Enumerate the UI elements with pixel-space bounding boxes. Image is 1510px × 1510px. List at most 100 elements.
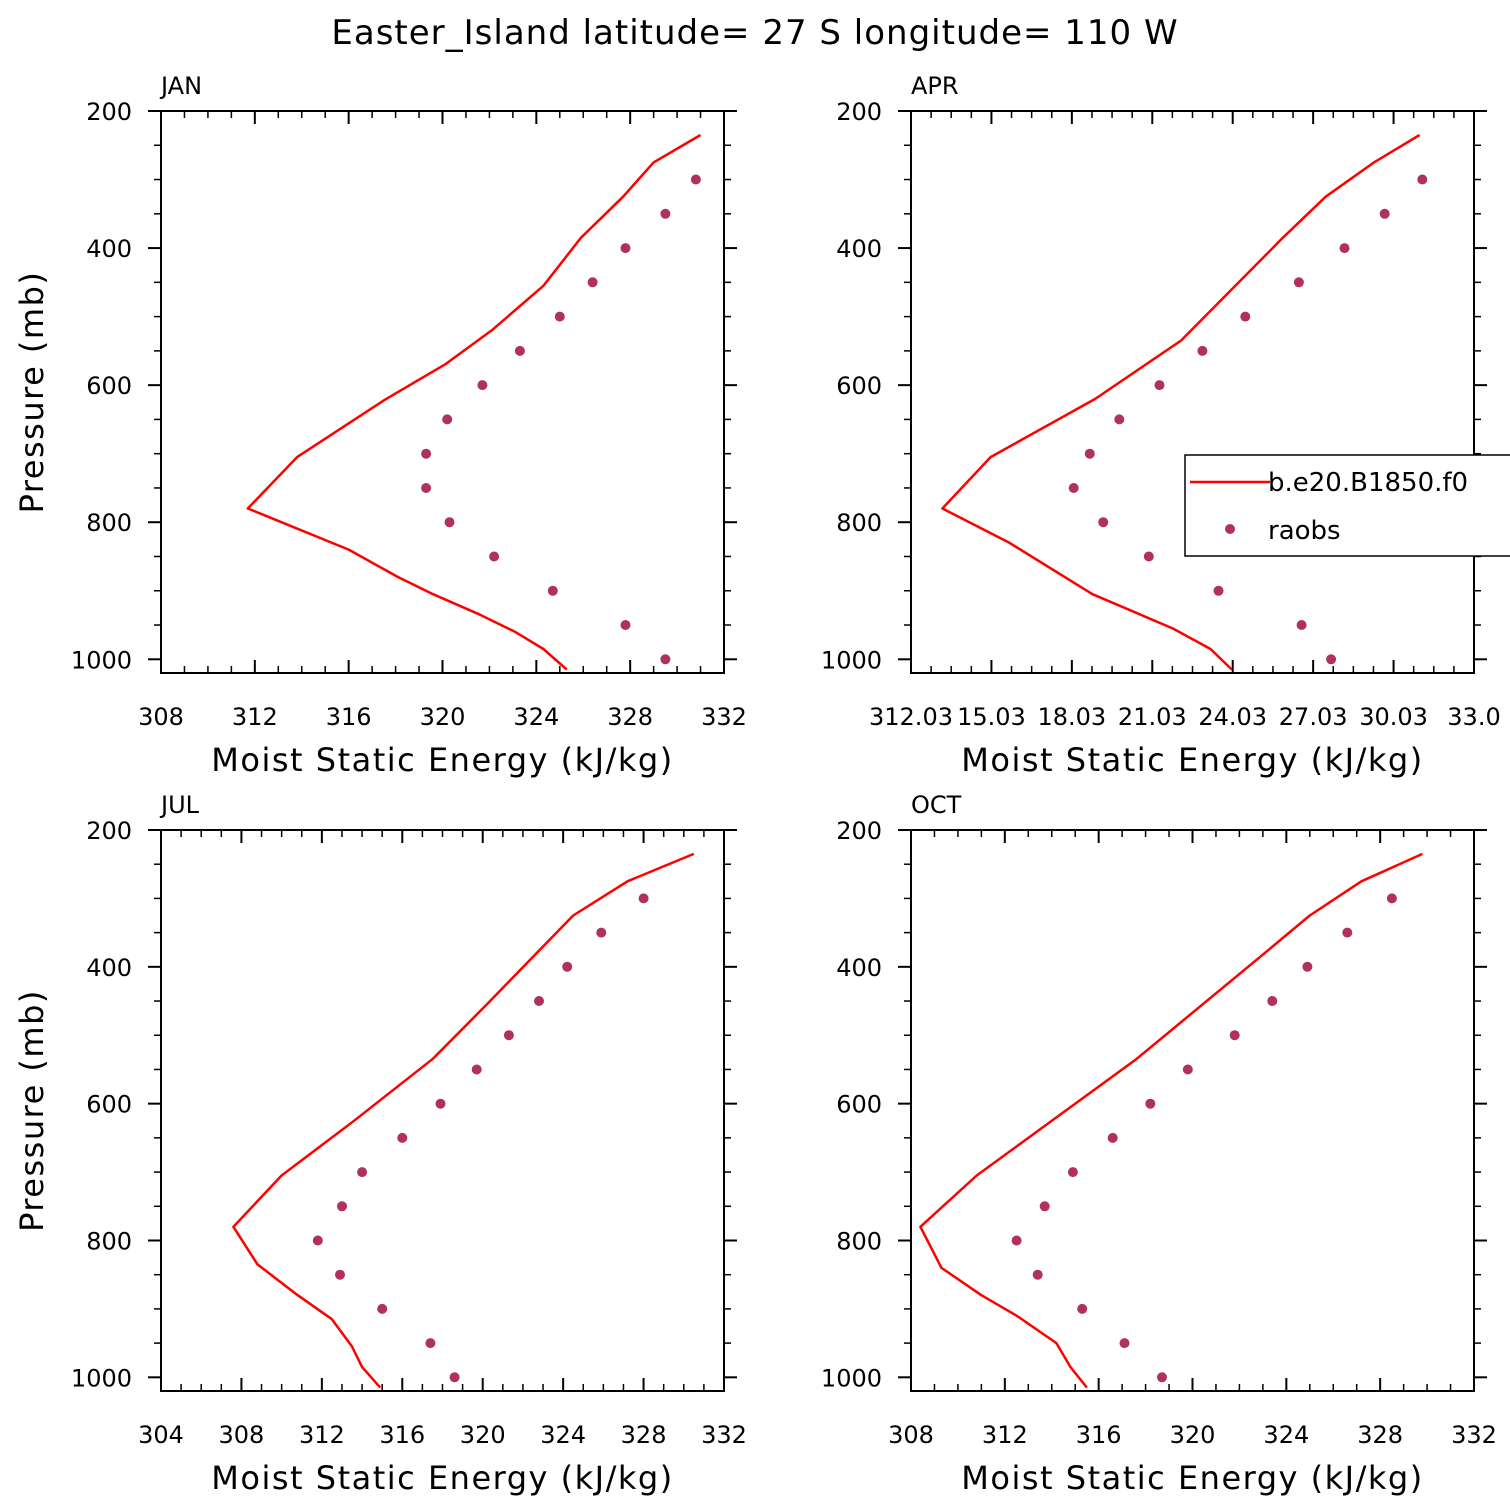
x-tick-label: 312.03 — [869, 703, 953, 731]
x-tick-label: 316 — [1076, 1421, 1122, 1449]
x-tick-label: 332 — [1451, 1421, 1497, 1449]
obs-point — [1084, 448, 1095, 459]
x-axis-title: Moist Static Energy (kJ/kg) — [211, 1459, 673, 1497]
y-tick-label: 200 — [86, 98, 132, 126]
obs-point — [1154, 380, 1165, 391]
x-tick-label: 324 — [513, 703, 559, 731]
legend-obs-label: raobs — [1268, 516, 1341, 546]
y-tick-label: 800 — [86, 509, 132, 537]
y-tick-label: 800 — [836, 509, 882, 537]
obs-point — [435, 1098, 446, 1109]
model-line — [246, 133, 702, 671]
panel-label: OCT — [911, 791, 962, 819]
obs-point — [620, 243, 631, 254]
x-tick-label: 320 — [460, 1421, 506, 1449]
obs-point — [1379, 208, 1390, 219]
y-tick-label: 800 — [836, 1227, 882, 1255]
model-line — [919, 852, 1423, 1389]
obs-point — [337, 1201, 347, 1212]
x-tick-label: 316 — [379, 1421, 425, 1449]
obs-point — [1098, 517, 1109, 528]
obs-point — [471, 1064, 482, 1075]
obs-point — [1293, 277, 1304, 288]
x-tick-label: 316 — [326, 703, 372, 731]
obs-point — [377, 1303, 388, 1314]
obs-point — [1339, 243, 1350, 254]
y-tick-label: 200 — [86, 817, 132, 845]
x-tick-label: 324 — [1263, 1421, 1309, 1449]
obs-point — [1107, 1132, 1118, 1143]
x-axis-title: Moist Static Energy (kJ/kg) — [961, 741, 1423, 779]
obs-point — [1213, 585, 1224, 596]
panel-oct: OCT 308 312 316 320 324 328 332 200 400 600 800 1000… — [821, 791, 1497, 1497]
y-tick-label: 600 — [86, 372, 132, 400]
obs-point — [1386, 893, 1397, 904]
x-tick-label: 312 — [299, 1421, 345, 1449]
panel-label: APR — [911, 72, 959, 100]
obs-point — [503, 1030, 514, 1041]
obs-point — [514, 345, 525, 356]
x-tick-label: 328 — [1357, 1421, 1403, 1449]
x-axis-title: Moist Static Energy (kJ/kg) — [211, 741, 673, 779]
panel-label: JAN — [159, 72, 202, 100]
obs-point — [444, 517, 455, 528]
obs-point — [596, 927, 607, 938]
y-tick-label: 400 — [836, 954, 882, 982]
x-tick-label: 308 — [888, 1421, 934, 1449]
obs-point — [660, 654, 671, 665]
legend-obs-marker — [1225, 524, 1235, 534]
obs-point — [1302, 961, 1313, 972]
x-tick-label: 312 — [982, 1421, 1028, 1449]
obs-point — [1119, 1338, 1130, 1349]
panel-jan: JAN 308 312 316 320 324 328 332 200 400 600 800 1000… — [13, 72, 747, 779]
obs-point — [638, 893, 649, 904]
x-tick-label: 21.03 — [1118, 703, 1187, 731]
obs-point — [1342, 927, 1353, 938]
panel-label: JUL — [159, 791, 200, 819]
obs-point — [1296, 620, 1307, 630]
model-line — [941, 133, 1421, 671]
x-tick-label: 328 — [607, 703, 653, 731]
y-tick-label: 400 — [86, 235, 132, 263]
obs-point — [1077, 1303, 1088, 1314]
x-tick-label: 27.03 — [1279, 703, 1348, 731]
x-tick-label: 308 — [138, 703, 184, 731]
x-tick-label: 33.0 — [1447, 703, 1500, 731]
x-tick-label: 312 — [232, 703, 278, 731]
obs-point — [690, 174, 701, 185]
obs-point — [1240, 311, 1251, 322]
obs-point — [587, 277, 598, 288]
obs-point — [1145, 1098, 1156, 1109]
obs-point — [489, 551, 500, 562]
obs-point — [1229, 1030, 1240, 1041]
y-tick-label: 200 — [836, 98, 882, 126]
obs-point — [1011, 1235, 1022, 1246]
model-line — [232, 852, 695, 1389]
x-tick-label: 304 — [138, 1421, 184, 1449]
y-axis-title: Pressure (mb) — [13, 989, 51, 1232]
x-axis-title: Moist Static Energy (kJ/kg) — [961, 1459, 1423, 1497]
obs-point — [335, 1269, 345, 1280]
obs-point — [1326, 654, 1337, 665]
legend-model-label: b.e20.B1850.f0 — [1268, 468, 1468, 498]
obs-point — [1114, 414, 1125, 425]
obs-point — [421, 448, 432, 459]
y-tick-label: 400 — [836, 235, 882, 263]
obs-point — [547, 585, 558, 596]
panel-jul: JUL 304 308 312 316 320 324 328 332 200 400 600 800 1… — [13, 791, 747, 1497]
obs-point — [620, 620, 631, 630]
obs-point — [554, 311, 565, 322]
obs-point — [1032, 1269, 1043, 1280]
figure-title: Easter_Island latitude= 27 S longitude= … — [331, 13, 1178, 53]
obs-point — [1068, 483, 1079, 493]
obs-point — [1039, 1201, 1050, 1212]
obs-point — [562, 961, 573, 972]
y-tick-label: 1000 — [821, 646, 882, 674]
x-tick-label: 324 — [540, 1421, 586, 1449]
y-tick-label: 600 — [86, 1091, 132, 1119]
obs-point — [357, 1167, 368, 1178]
plot-frame — [910, 829, 1475, 1392]
obs-point — [449, 1372, 460, 1383]
x-tick-label: 18.03 — [1037, 703, 1106, 731]
